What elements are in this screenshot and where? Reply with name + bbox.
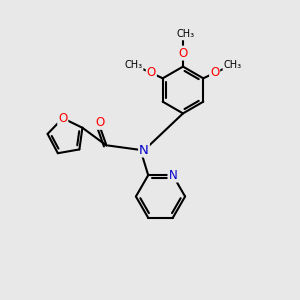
Text: O: O [210,67,219,80]
Text: CH₃: CH₃ [177,29,195,40]
Text: CH₃: CH₃ [124,60,142,70]
Text: N: N [139,143,149,157]
Text: O: O [95,116,104,129]
Text: O: O [178,46,188,60]
Text: O: O [58,112,68,125]
Text: O: O [147,67,156,80]
Text: CH₃: CH₃ [224,60,242,70]
Text: N: N [168,169,177,182]
